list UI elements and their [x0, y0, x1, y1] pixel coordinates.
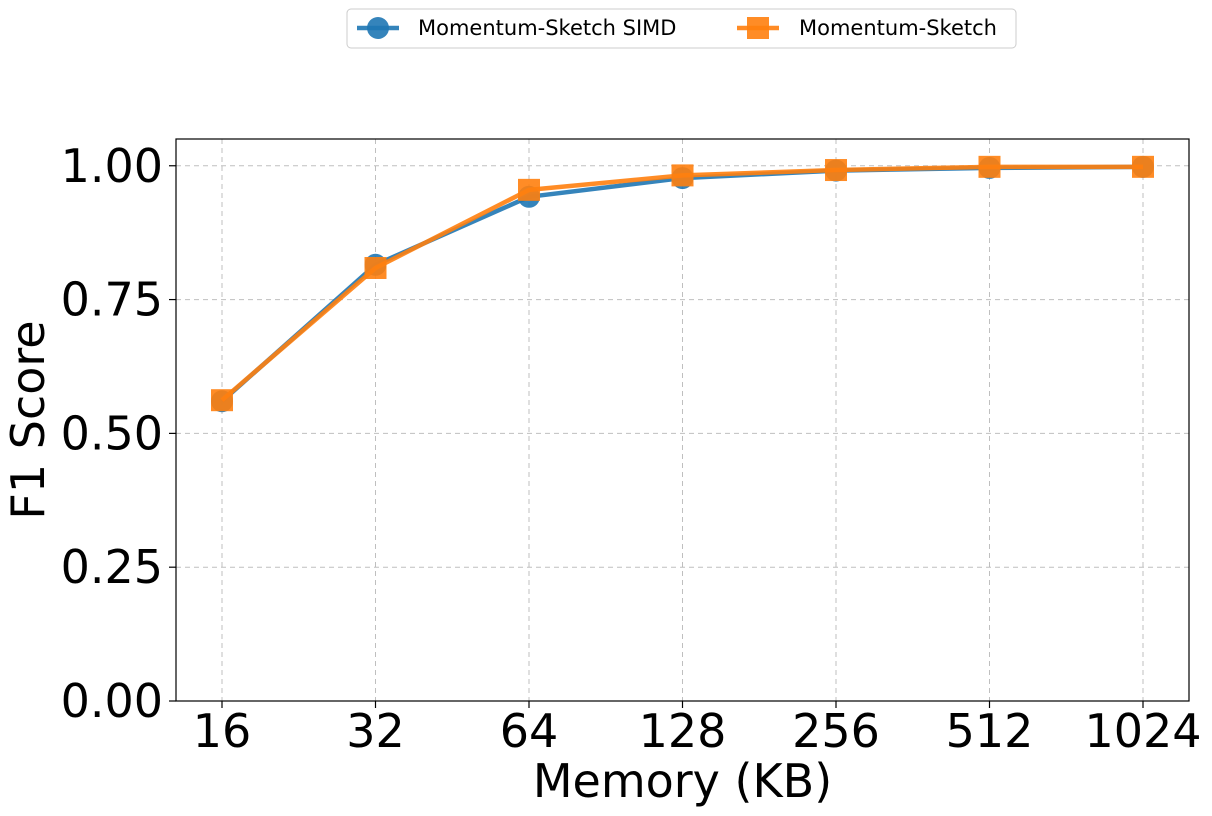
- y-tick-label: 0.25: [61, 540, 163, 594]
- y-ticks: 0.00 0.25 0.50 0.75 1.00: [61, 139, 176, 728]
- x-tick-label: 1024: [1084, 704, 1201, 758]
- x-tick-label: 32: [346, 704, 405, 758]
- x-tick-label: 128: [639, 704, 727, 758]
- x-tick-label: 16: [193, 704, 252, 758]
- data-point: [518, 178, 540, 201]
- series-layer: [211, 155, 1154, 413]
- legend-box: [346, 8, 1017, 49]
- x-tick-label: 512: [946, 704, 1034, 758]
- legend-label: Momentum-Sketch SIMD: [418, 16, 676, 40]
- x-tick-label: 64: [500, 704, 559, 758]
- y-tick-label: 1.00: [61, 139, 163, 193]
- grid-layer: [176, 139, 1189, 702]
- data-point: [671, 164, 694, 187]
- y-tick-label: 0.50: [61, 406, 163, 460]
- legend-item: Momentum-Sketch SIMD: [357, 16, 676, 40]
- legend: Momentum-Sketch SIMD Momentum-Sketch: [346, 8, 1017, 49]
- data-point: [825, 159, 847, 182]
- y-tick-label: 0.00: [61, 674, 163, 728]
- x-ticks: 16 32 64 128 256 512 1024: [193, 701, 1202, 758]
- legend-label: Momentum-Sketch: [799, 16, 997, 40]
- y-axis-label: F1 Score: [1, 320, 55, 519]
- data-point: [1132, 155, 1154, 178]
- legend-marker: [367, 17, 389, 39]
- y-tick-label: 0.75: [61, 273, 163, 327]
- data-point: [364, 256, 387, 279]
- legend-item: Momentum-Sketch: [737, 16, 997, 40]
- data-point: [211, 389, 233, 412]
- series-momentum-sketch: [211, 155, 1154, 412]
- data-point: [978, 155, 1001, 178]
- legend-marker: [747, 17, 769, 39]
- x-axis-label: Memory (KB): [533, 754, 832, 808]
- x-tick-label: 256: [792, 704, 880, 758]
